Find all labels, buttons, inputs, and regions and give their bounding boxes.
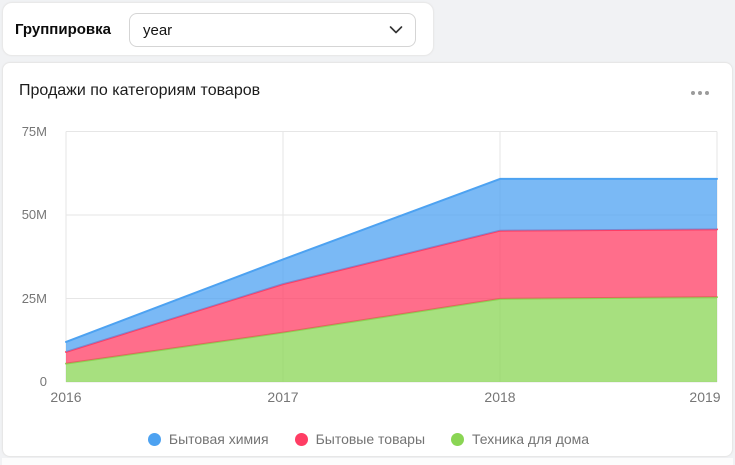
group-by-selector-card: Группировка year [2, 2, 434, 56]
group-by-selected-value: year [143, 21, 173, 39]
y-axis-tick-label: 0 [39, 374, 47, 389]
chart-legend: Бытовая химия Бытовые товары Техника для д… [3, 431, 734, 447]
legend-label: Техника для дома [472, 431, 590, 447]
x-axis-tick-label: 2018 [484, 389, 516, 405]
legend-item-3[interactable]: Техника для дома [451, 431, 589, 447]
legend-item-1[interactable]: Бытовая химия [147, 431, 269, 447]
x-axis-tick-label: 2016 [50, 389, 82, 405]
stacked-area-plot[interactable] [3, 63, 734, 403]
legend-item-2[interactable]: Бытовые товары [294, 431, 426, 447]
legend-label: Бытовые товары [315, 431, 426, 447]
page-background-strip [2, 458, 733, 465]
legend-marker-icon [147, 432, 161, 446]
group-by-label: Группировка [15, 20, 111, 38]
y-axis-tick-label: 50M [21, 207, 47, 222]
chart-title: Продажи по категориям товаров [19, 82, 261, 99]
plot-area[interactable]: 0 25M 50M 75M 2016 2017 2018 2019 Бытовая хими… [3, 63, 734, 458]
chevron-down-icon [389, 26, 403, 35]
x-axis-tick-label: 2019 [689, 389, 721, 405]
x-axis-tick-label: 2017 [267, 389, 299, 405]
group-by-select[interactable]: year [129, 13, 416, 47]
y-axis-tick-label: 75M [21, 123, 47, 139]
legend-label: Бытовая химия [168, 431, 269, 447]
y-axis-tick-label: 25M [21, 290, 47, 306]
ellipsis-menu-icon[interactable] [686, 84, 714, 102]
chart-widget-card: Продажи по категориям товаров 0 25M 50M 75M… [2, 62, 733, 457]
legend-marker-icon [294, 432, 308, 446]
legend-marker-icon [451, 432, 465, 446]
